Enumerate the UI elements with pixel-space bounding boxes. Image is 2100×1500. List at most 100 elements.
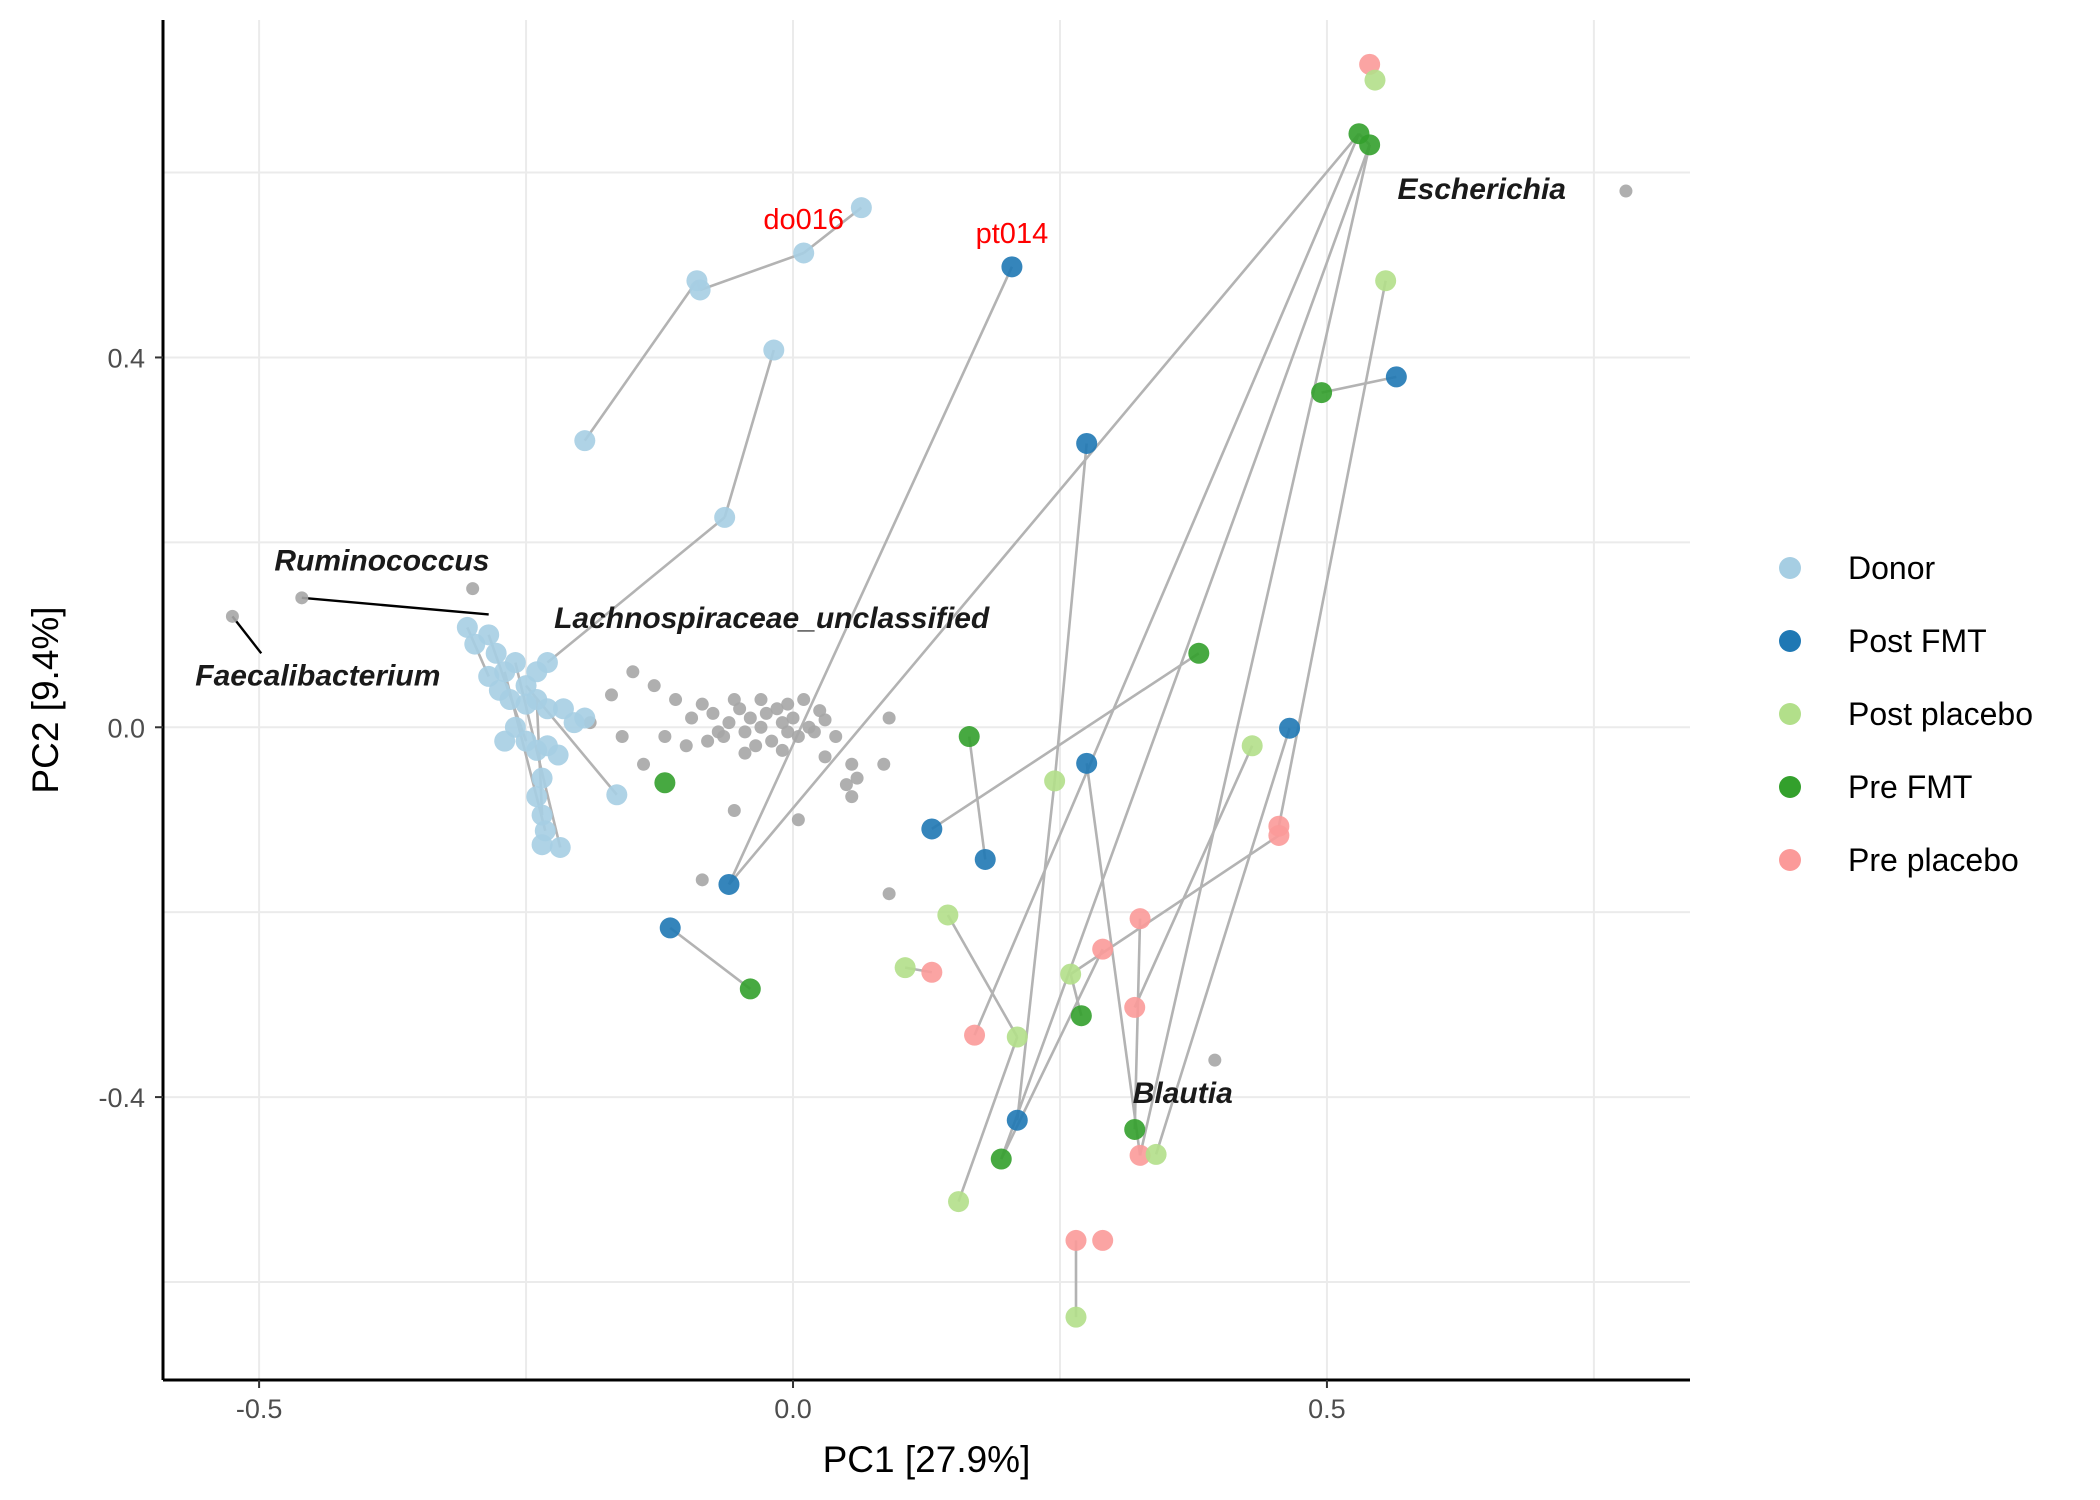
taxon-point: [695, 873, 709, 887]
pair-segment: [583, 279, 698, 442]
point-pre-placebo: [921, 961, 943, 983]
legend-label: Post FMT: [1848, 623, 1987, 659]
axes: [161, 20, 1690, 1382]
legend-label: Donor: [1848, 550, 1936, 586]
point-post-placebo: [1065, 1306, 1087, 1328]
point-post-fmt: [1279, 717, 1301, 739]
point-donor: [574, 707, 596, 729]
point-pre-fmt: [1188, 642, 1210, 664]
taxon-leader-line: [301, 596, 489, 616]
point-pre-fmt: [1359, 134, 1381, 156]
point-donor: [526, 786, 548, 808]
taxon-label: Faecalibacterium: [195, 659, 440, 692]
taxon-point: [845, 757, 859, 771]
taxon-point: [845, 790, 859, 804]
point-post-fmt: [718, 873, 740, 895]
pair-segment: [802, 206, 863, 255]
taxon-leader-line: [231, 615, 263, 655]
pair-segments: [466, 132, 1397, 1318]
point-donor: [456, 616, 478, 638]
taxon-point: [711, 725, 725, 739]
point-pre-placebo: [1092, 938, 1114, 960]
pair-segment: [669, 926, 752, 990]
taxon-point: [877, 757, 891, 771]
taxon-point: [706, 706, 720, 720]
taxon-point: [791, 730, 805, 744]
point-pre-placebo: [1065, 1229, 1087, 1251]
point-pre-placebo: [1124, 996, 1146, 1018]
pair-segment: [1154, 727, 1291, 1155]
legend-label: Pre placebo: [1848, 842, 2019, 878]
point-post-placebo: [948, 1191, 970, 1213]
taxon-point: [225, 609, 239, 623]
taxon-point: [818, 750, 832, 764]
taxon-point: [781, 697, 795, 711]
point-donor: [464, 633, 486, 655]
legend-label: Pre FMT: [1848, 769, 1972, 805]
pair-segment: [1133, 918, 1142, 1130]
taxon-point: [695, 697, 709, 711]
taxon-label: Lachnospiraceae_unclassified: [554, 602, 990, 635]
pair-segment: [727, 132, 1360, 886]
data-points: [225, 53, 1633, 1328]
legend-key: [1779, 703, 1801, 725]
taxon-point: [743, 711, 757, 725]
taxon-point: [882, 711, 896, 725]
x-axis-title: PC1 [27.9%]: [823, 1439, 1031, 1480]
pair-segment: [1015, 780, 1056, 1121]
pair-segment: [1085, 763, 1142, 1156]
pair-segment: [727, 266, 1014, 885]
point-post-fmt: [659, 917, 681, 939]
y-tick-label: 0.0: [107, 713, 145, 743]
point-post-placebo: [1364, 69, 1386, 91]
pair-segment: [1133, 745, 1254, 1008]
point-post-placebo: [1241, 735, 1263, 757]
legend: Donor Post FMT Post placebo Pre FMT Pre plac…: [1779, 550, 2033, 878]
point-donor: [504, 652, 526, 674]
annotations: Ruminococcus Lachnospiraceae_unclassified…: [195, 173, 1566, 1110]
point-post-placebo: [1044, 770, 1066, 792]
point-post-fmt: [921, 818, 943, 840]
pair-segment: [1000, 144, 1371, 1160]
point-post-fmt: [1001, 256, 1023, 278]
point-post-placebo: [1145, 1143, 1167, 1165]
x-tick-label: 0.5: [1308, 1394, 1346, 1424]
point-donor: [606, 784, 628, 806]
taxa-leader-lines: [231, 596, 489, 655]
taxon-point: [738, 746, 752, 760]
point-pre-placebo: [964, 1024, 986, 1046]
taxon-point: [765, 734, 779, 748]
taxon-point: [738, 725, 752, 739]
point-donor: [763, 339, 785, 361]
point-donor: [574, 430, 596, 452]
point-pre-fmt: [1311, 382, 1333, 404]
point-donor: [549, 836, 571, 858]
taxon-point: [637, 757, 651, 771]
point-post-fmt: [1385, 366, 1407, 388]
taxon-point: [701, 734, 715, 748]
point-post-fmt: [1006, 1109, 1028, 1131]
tick-labels: -0.5 0.0 0.5 -0.4 0.0 0.4: [98, 343, 1345, 1424]
point-post-fmt: [974, 848, 996, 870]
sample-label: do016: [763, 204, 844, 236]
point-pre-fmt: [1124, 1118, 1146, 1140]
taxon-point: [604, 688, 618, 702]
taxon-point: [615, 730, 629, 744]
pair-segment: [946, 914, 1019, 1038]
point-donor: [850, 197, 872, 219]
taxon-point: [626, 665, 640, 679]
taxon-point: [770, 702, 784, 716]
pair-segment: [973, 133, 1361, 1036]
y-tick-label: -0.4: [98, 1083, 145, 1113]
taxon-point: [727, 803, 741, 817]
taxon-point: [754, 720, 768, 734]
point-pre-fmt: [958, 726, 980, 748]
taxon-point: [295, 591, 309, 605]
point-pre-placebo: [1129, 908, 1151, 930]
pair-segment: [957, 1036, 1019, 1203]
point-pre-placebo: [1129, 1144, 1151, 1166]
taxon-point: [759, 706, 773, 720]
taxon-point: [786, 711, 800, 725]
pair-segment: [699, 251, 805, 292]
